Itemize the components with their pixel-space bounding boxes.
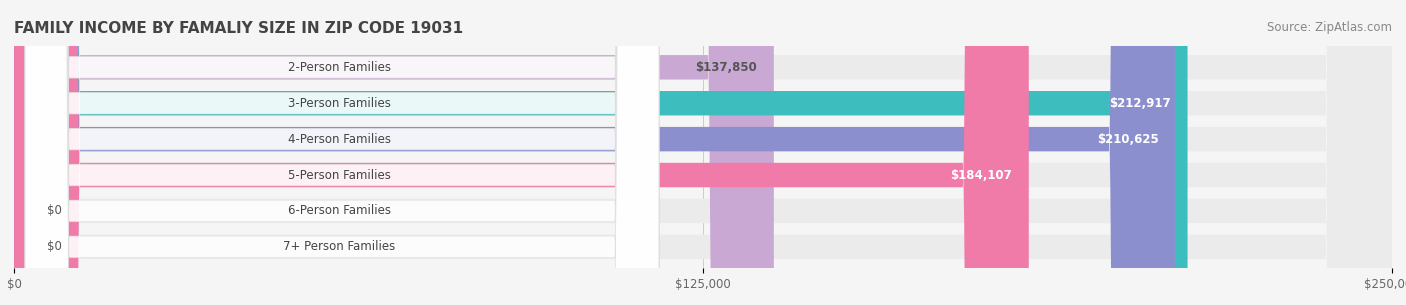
FancyBboxPatch shape [14,0,1392,305]
FancyBboxPatch shape [14,0,1392,305]
Text: 5-Person Families: 5-Person Families [288,169,391,181]
FancyBboxPatch shape [14,0,773,305]
Text: $210,625: $210,625 [1097,133,1159,145]
FancyBboxPatch shape [14,0,1188,305]
Text: $0: $0 [48,240,62,253]
Text: $137,850: $137,850 [696,61,758,74]
Text: 4-Person Families: 4-Person Families [288,133,391,145]
Text: $184,107: $184,107 [950,169,1012,181]
FancyBboxPatch shape [14,0,1392,305]
FancyBboxPatch shape [14,0,1392,305]
FancyBboxPatch shape [14,0,1175,305]
FancyBboxPatch shape [25,0,659,305]
FancyBboxPatch shape [25,0,659,305]
Text: 7+ Person Families: 7+ Person Families [283,240,395,253]
FancyBboxPatch shape [25,0,659,305]
FancyBboxPatch shape [14,0,1392,305]
Text: Source: ZipAtlas.com: Source: ZipAtlas.com [1267,21,1392,34]
FancyBboxPatch shape [25,0,659,305]
Text: $212,917: $212,917 [1109,97,1171,110]
Text: 3-Person Families: 3-Person Families [288,97,391,110]
Text: FAMILY INCOME BY FAMALIY SIZE IN ZIP CODE 19031: FAMILY INCOME BY FAMALIY SIZE IN ZIP COD… [14,21,463,36]
Text: $0: $0 [48,204,62,217]
Text: 6-Person Families: 6-Person Families [288,204,391,217]
FancyBboxPatch shape [25,0,659,305]
FancyBboxPatch shape [25,0,659,305]
Text: 2-Person Families: 2-Person Families [288,61,391,74]
FancyBboxPatch shape [14,0,1029,305]
FancyBboxPatch shape [14,0,1392,305]
